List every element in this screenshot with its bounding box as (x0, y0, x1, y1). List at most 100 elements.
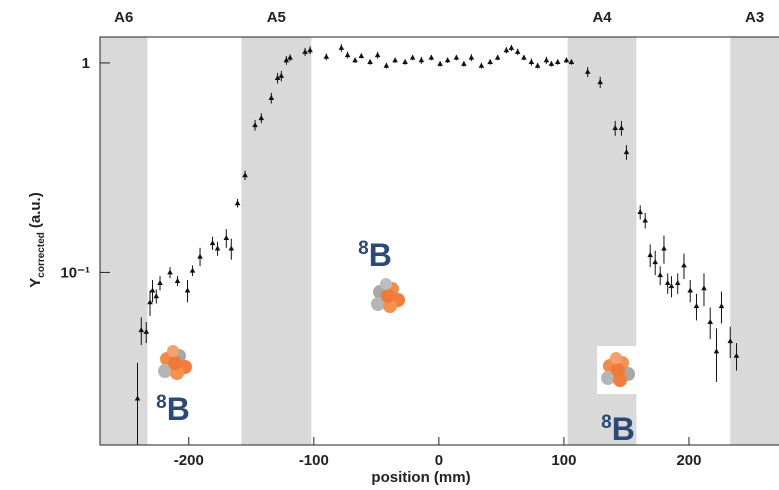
data-point (718, 303, 725, 309)
data-point (418, 57, 425, 63)
data-point (478, 62, 485, 68)
data-point (138, 327, 145, 333)
data-point (307, 47, 313, 53)
data-point (701, 285, 707, 291)
data-point (668, 283, 675, 289)
data-point (661, 245, 667, 251)
data-point (214, 245, 221, 251)
data-point (508, 44, 515, 50)
y-label-sub: corrected (36, 232, 47, 278)
y-label-unit: (a.u.) (27, 192, 44, 228)
data-point (252, 122, 258, 128)
data-point (352, 57, 358, 63)
region-label: A4 (592, 9, 612, 26)
x-tick-label: -100 (299, 452, 329, 469)
data-point (444, 57, 451, 63)
data-point (647, 252, 654, 258)
data-point (197, 253, 203, 259)
data-point (612, 125, 618, 131)
data-point (437, 60, 443, 66)
region (241, 37, 312, 445)
data-point (528, 59, 535, 65)
data-point (733, 352, 740, 358)
data-point (618, 125, 625, 131)
data-point (468, 54, 475, 60)
data-point (687, 287, 694, 293)
data-point (623, 149, 630, 155)
data-point (153, 293, 160, 299)
data-point (344, 52, 351, 58)
y-tick-label: 10⁻¹ (60, 264, 90, 281)
data-point (149, 287, 156, 293)
data-point (283, 57, 290, 63)
data-point (174, 277, 181, 283)
data-point (367, 59, 373, 65)
annotation-sup: 8 (358, 238, 369, 259)
data-point (134, 395, 141, 401)
data-point (223, 234, 230, 240)
data-point (383, 62, 390, 68)
data-point (167, 269, 173, 275)
data-point (584, 68, 591, 74)
annotation: 8B (156, 391, 190, 427)
data-point (554, 59, 561, 65)
data-point (713, 348, 720, 354)
data-point (652, 259, 659, 265)
data-point (707, 318, 714, 324)
data-point (143, 328, 150, 334)
data-point (147, 299, 153, 305)
x-tick-label: 0 (435, 452, 443, 469)
data-point (268, 95, 275, 101)
data-point (157, 280, 163, 286)
data-point (543, 57, 550, 63)
data-point (338, 44, 345, 50)
annotation-text: B (612, 411, 635, 447)
region-label: A6 (114, 9, 133, 26)
annotation-sup: 8 (601, 412, 612, 433)
data-point (657, 272, 664, 278)
plot-frame (99, 36, 779, 446)
data-point (534, 62, 541, 68)
annotation-text: B (369, 237, 392, 273)
data-point (278, 72, 285, 78)
data-point (664, 280, 671, 286)
data-point (637, 209, 643, 215)
marks (134, 44, 740, 445)
data-point (402, 59, 408, 65)
data-point (597, 79, 603, 85)
data-point (274, 75, 281, 81)
data-point (681, 262, 687, 268)
data-point (514, 48, 521, 54)
x-tick-label: -200 (174, 452, 204, 469)
region (100, 37, 148, 445)
y-axis-label: Ycorrected (a.u.) (27, 192, 47, 287)
x-tick-label: 100 (551, 452, 576, 469)
y-label-main: Y (27, 278, 44, 288)
data-point (674, 280, 681, 286)
region-label: A5 (267, 9, 286, 26)
data-point (548, 60, 555, 66)
x-tick-label: 200 (676, 452, 701, 469)
annotation-sup: 8 (156, 392, 167, 413)
data-point (494, 54, 501, 60)
nucleus-icon (601, 352, 635, 387)
data-point (234, 200, 241, 206)
data-point (209, 240, 216, 246)
data-point (563, 57, 570, 63)
data-point (642, 217, 649, 223)
annotation: 8B (358, 237, 392, 273)
data-point (503, 47, 510, 53)
data-point (189, 267, 196, 273)
data-point (409, 54, 416, 60)
nucleus-icon (158, 345, 192, 380)
data-point (228, 245, 235, 251)
data-point (302, 48, 308, 54)
annotation: 8B (601, 411, 635, 447)
regions (100, 37, 779, 445)
data-point (521, 54, 527, 60)
region (730, 37, 779, 445)
annotation-text: B (167, 391, 190, 427)
data-point (242, 172, 248, 178)
data-point (453, 54, 460, 60)
